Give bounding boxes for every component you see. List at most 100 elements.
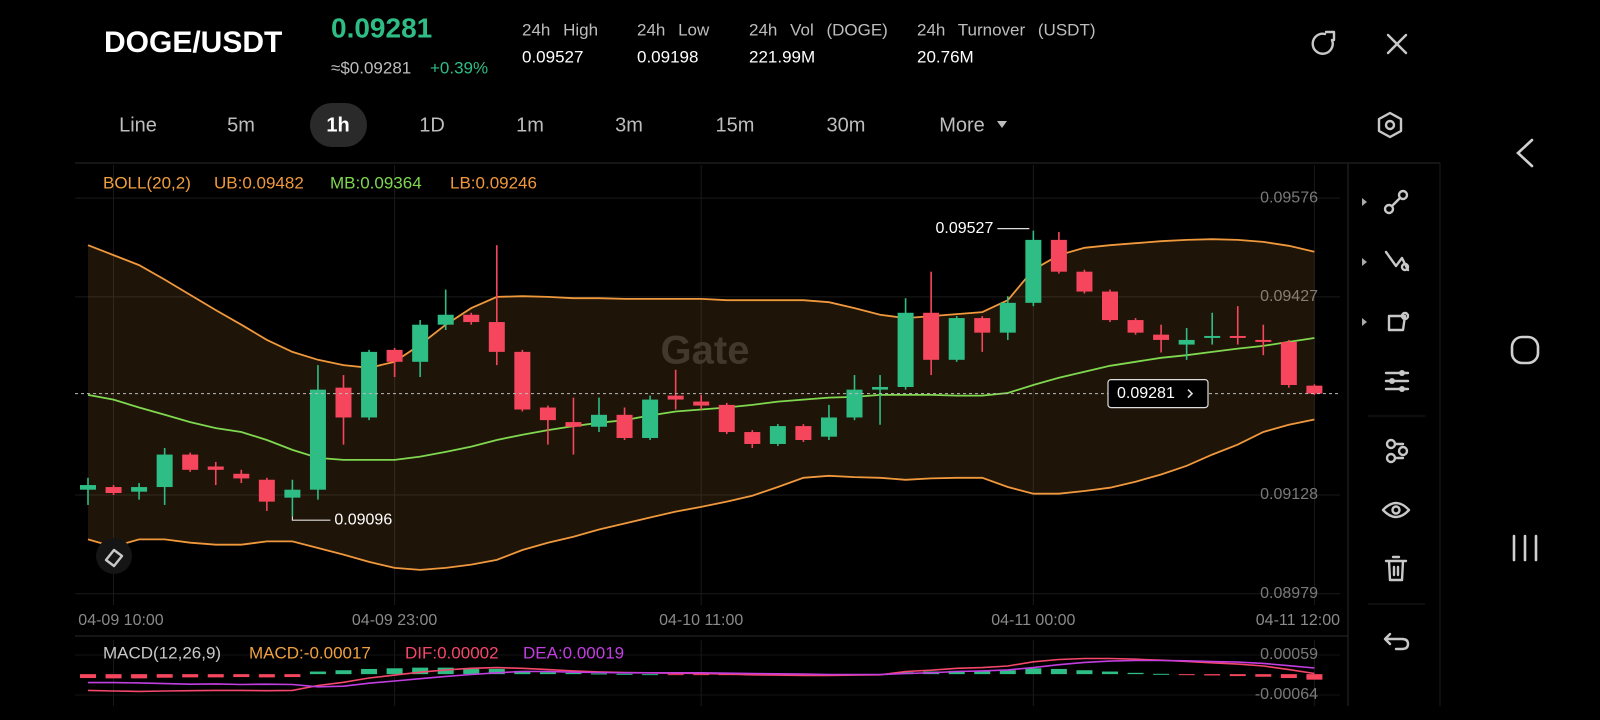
candle-body bbox=[948, 318, 965, 360]
reset-view-button[interactable] bbox=[96, 538, 132, 574]
macd-bar bbox=[105, 674, 122, 679]
price-usd: ≈$0.09281 bbox=[331, 58, 411, 77]
stat-value: 0.09527 bbox=[522, 47, 583, 66]
interval-tab[interactable]: 1D bbox=[419, 114, 445, 136]
y-tick-label: 0.00059 bbox=[1260, 646, 1318, 663]
tool-visibility[interactable] bbox=[1381, 501, 1411, 519]
candle-body bbox=[795, 426, 812, 440]
legend-entry: DIF:0.00002 bbox=[405, 643, 499, 662]
candle-body bbox=[412, 324, 429, 362]
candle-body bbox=[999, 302, 1016, 333]
close-button[interactable] bbox=[1386, 33, 1408, 55]
macd-bar bbox=[361, 668, 378, 675]
nav-home[interactable] bbox=[1510, 335, 1540, 365]
macd-bar bbox=[616, 673, 633, 675]
candle-body bbox=[1127, 320, 1144, 333]
candle-body bbox=[616, 414, 633, 439]
macd-bar bbox=[258, 674, 275, 678]
candle-body bbox=[1076, 271, 1093, 292]
macd-bar bbox=[233, 674, 250, 678]
macd-bar bbox=[488, 668, 505, 675]
candle-body bbox=[923, 312, 940, 360]
tool-magnet[interactable] bbox=[1385, 438, 1409, 464]
interval-tab[interactable]: Line bbox=[119, 114, 157, 136]
macd-bar bbox=[565, 672, 582, 675]
macd-bar bbox=[80, 674, 96, 679]
x-tick-label: 04-09 10:00 bbox=[78, 612, 164, 629]
y-tick-label: -0.00064 bbox=[1255, 686, 1318, 703]
candle-body bbox=[1153, 334, 1170, 340]
stat-value: 20.76M bbox=[917, 47, 974, 66]
legend-entry: MACD:-0.00017 bbox=[249, 643, 371, 662]
submenu-caret bbox=[1362, 318, 1367, 326]
tool-settings[interactable] bbox=[1384, 370, 1410, 392]
macd-bar bbox=[1204, 674, 1221, 676]
macd-bar bbox=[1178, 674, 1195, 676]
candle-body bbox=[897, 312, 914, 387]
macd-bar bbox=[948, 670, 965, 675]
interval-tab[interactable]: 5m bbox=[227, 114, 255, 136]
candle-body bbox=[335, 387, 352, 418]
candle-body bbox=[233, 473, 250, 479]
nav-recent[interactable] bbox=[1512, 534, 1538, 562]
stat-label: 24h Vol (DOGE) bbox=[749, 20, 888, 39]
settings-button[interactable] bbox=[1377, 111, 1403, 139]
macd-bar bbox=[156, 674, 173, 678]
tool-line[interactable] bbox=[1383, 189, 1409, 215]
interval-tab[interactable]: 3m bbox=[615, 114, 643, 136]
stat-label: 24h Turnover (USDT) bbox=[917, 20, 1096, 39]
candle-body bbox=[488, 322, 505, 352]
x-tick-label: 04-10 11:00 bbox=[659, 612, 743, 629]
candle-body bbox=[1280, 341, 1297, 385]
macd-bar bbox=[309, 671, 326, 675]
candle-body bbox=[80, 485, 96, 490]
interval-tab[interactable]: 1m bbox=[516, 114, 544, 136]
macd-bar bbox=[463, 667, 480, 675]
candle-body bbox=[1050, 239, 1067, 272]
legend-entry: LB:0.09246 bbox=[450, 173, 537, 192]
candle-body bbox=[539, 407, 556, 421]
refresh-button[interactable] bbox=[1311, 30, 1336, 55]
interval-tab[interactable]: 1h bbox=[326, 114, 349, 136]
candle-body bbox=[1102, 291, 1118, 321]
candle-body bbox=[693, 401, 710, 406]
candle-body bbox=[872, 386, 889, 390]
last-price: 0.09281 bbox=[331, 12, 432, 43]
macd-bar bbox=[1306, 674, 1323, 680]
stat-label: 24h Low bbox=[637, 20, 710, 39]
candle-body bbox=[667, 395, 684, 400]
tool-cross[interactable] bbox=[1384, 250, 1410, 272]
tool-undo[interactable] bbox=[1383, 632, 1410, 651]
macd-bar bbox=[667, 674, 684, 676]
macd-bar bbox=[207, 674, 224, 678]
current-price-label: 0.09281 bbox=[1117, 385, 1175, 402]
nav-back[interactable] bbox=[1516, 138, 1534, 168]
candle-body bbox=[744, 432, 761, 444]
interval-tab[interactable]: 30m bbox=[827, 114, 866, 136]
tool-shape[interactable] bbox=[1387, 311, 1410, 332]
indicator-name: MACD(12,26,9) bbox=[103, 643, 221, 662]
candle-body bbox=[565, 422, 582, 427]
candle-body bbox=[1229, 335, 1246, 338]
candle-body bbox=[1255, 339, 1272, 342]
macd-bar bbox=[182, 674, 199, 678]
candle-body bbox=[769, 426, 786, 444]
macd-bar bbox=[1229, 674, 1246, 677]
candle-body bbox=[182, 454, 199, 470]
submenu-caret bbox=[1362, 258, 1367, 266]
macd-bar bbox=[693, 674, 710, 676]
macd-bar bbox=[335, 670, 352, 675]
candle-body bbox=[514, 351, 531, 410]
low-annotation: 0.09096 bbox=[334, 511, 392, 528]
tool-delete[interactable] bbox=[1384, 555, 1408, 582]
interval-tab[interactable]: More bbox=[939, 114, 985, 136]
macd-bar bbox=[1076, 670, 1093, 675]
interval-tab[interactable]: 15m bbox=[716, 114, 755, 136]
macd-bar bbox=[591, 673, 607, 675]
candle-body bbox=[207, 466, 224, 470]
stat-value: 221.99M bbox=[749, 47, 815, 66]
candle-body bbox=[820, 417, 837, 437]
